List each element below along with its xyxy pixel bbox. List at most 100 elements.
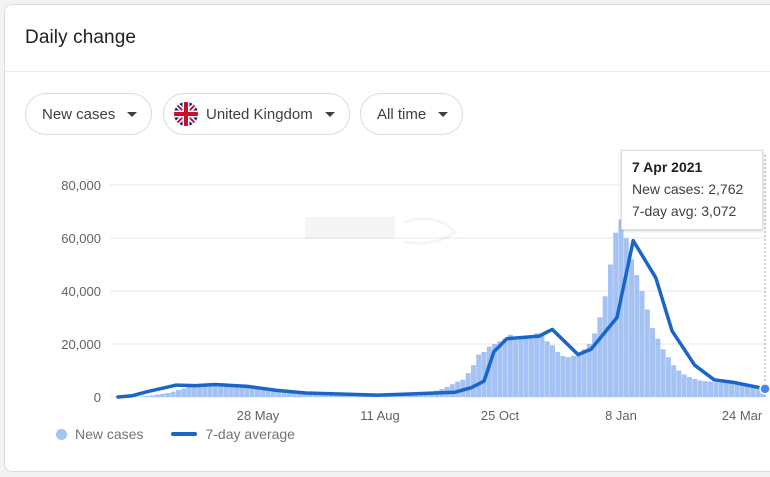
new-cases-bar <box>254 387 260 397</box>
new-cases-bar <box>497 341 503 397</box>
new-cases-bar <box>686 377 692 398</box>
new-cases-bar <box>465 373 471 397</box>
new-cases-bar <box>702 381 708 397</box>
new-cases-bar <box>718 382 724 397</box>
new-cases-bar <box>692 378 698 397</box>
chart-legend: New cases 7-day average <box>56 426 295 442</box>
location-dropdown[interactable]: United Kingdom <box>163 93 350 135</box>
new-cases-bar <box>650 328 656 397</box>
new-cases-bar <box>170 391 176 397</box>
new-cases-bar <box>312 393 318 397</box>
new-cases-bar <box>534 333 540 397</box>
caret-down-icon <box>127 111 138 117</box>
new-cases-bar <box>602 296 608 397</box>
daily-change-chart[interactable]: 0 20,000 40,000 60,000 80,000 28 May 11 Aug 25 … <box>0 140 770 440</box>
tooltip-avg: 7-day avg: 3,072 <box>632 203 737 219</box>
legend-line-label: 7-day average <box>205 426 295 442</box>
new-cases-bar <box>181 388 187 397</box>
new-cases-bar <box>581 349 587 397</box>
x-tick-label: 25 Oct <box>481 408 520 423</box>
new-cases-bar <box>560 355 566 397</box>
y-tick-label: 80,000 <box>61 178 101 193</box>
new-cases-bar <box>713 382 719 397</box>
card-title: Daily change <box>25 27 137 48</box>
new-cases-bar <box>665 357 671 397</box>
new-cases-bar <box>750 387 756 397</box>
new-cases-bar <box>218 384 224 397</box>
new-cases-bar <box>734 383 740 397</box>
new-cases-bar <box>528 338 534 397</box>
caret-down-icon <box>438 111 449 117</box>
new-cases-bar <box>154 394 160 397</box>
range-dropdown-label: All time <box>377 105 427 123</box>
new-cases-bar <box>607 264 613 397</box>
new-cases-bar <box>507 334 513 397</box>
new-cases-bar <box>486 346 492 397</box>
new-cases-bar <box>165 393 171 397</box>
new-cases-bar <box>597 317 603 397</box>
new-cases-bar <box>207 385 213 397</box>
legend-line-swatch <box>171 432 198 436</box>
new-cases-bar <box>544 341 550 397</box>
new-cases-bar <box>676 370 682 397</box>
new-cases-bar <box>555 351 561 397</box>
seven-day-average-line <box>116 238 768 399</box>
new-cases-bar <box>265 389 271 397</box>
new-cases-bar <box>639 291 645 397</box>
new-cases-bar <box>613 232 619 397</box>
new-cases-bar <box>144 395 150 397</box>
new-cases-bar <box>281 390 287 397</box>
new-cases-bar <box>586 344 592 397</box>
title-divider <box>5 71 770 72</box>
new-cases-bar <box>592 333 598 397</box>
x-tick-label: 8 Jan <box>605 408 637 423</box>
new-cases-bar <box>160 393 166 397</box>
x-tick-label: 24 Mar <box>722 408 763 423</box>
new-cases-bar <box>249 386 255 397</box>
new-cases-bar <box>755 389 761 397</box>
new-cases-bar <box>470 365 476 397</box>
new-cases-bar <box>302 392 308 397</box>
new-cases-bar <box>270 389 276 397</box>
metric-dropdown[interactable]: New cases <box>25 93 153 135</box>
new-cases-bar <box>655 338 661 397</box>
new-cases-bar <box>634 275 640 397</box>
new-cases-bar <box>576 353 582 397</box>
hover-tooltip: 7 Apr 2021 New cases: 2,762 7-day avg: 3… <box>621 150 763 230</box>
new-cases-bar <box>197 385 202 397</box>
new-cases-bar <box>502 338 508 397</box>
new-cases-bar <box>539 334 545 397</box>
new-cases-bar <box>565 357 571 397</box>
new-cases-bar <box>513 340 519 397</box>
x-tick-label: 28 May <box>237 408 280 423</box>
x-tick-label: 11 Aug <box>360 408 400 423</box>
new-cases-bar <box>723 382 729 397</box>
tooltip-new-cases: New cases: 2,762 <box>632 181 744 197</box>
y-tick-label: 0 <box>94 390 101 405</box>
new-cases-bar <box>492 344 498 397</box>
new-cases-bar <box>629 259 634 397</box>
legend-bars-label: New cases <box>75 426 144 442</box>
new-cases-bar <box>739 384 745 397</box>
new-cases-bar <box>571 355 577 397</box>
new-cases-bar <box>286 391 292 397</box>
new-cases-bar <box>228 384 234 397</box>
new-cases-bar <box>233 385 239 397</box>
new-cases-bar <box>518 337 524 398</box>
uk-flag-icon <box>174 102 198 126</box>
new-cases-bar <box>244 386 250 397</box>
new-cases-bar <box>186 386 192 397</box>
metric-dropdown-label: New cases <box>42 105 116 123</box>
new-cases-bar <box>307 393 313 397</box>
new-cases-bar <box>618 219 624 397</box>
new-cases-bar <box>744 386 750 397</box>
tooltip-date: 7 Apr 2021 <box>632 159 703 175</box>
new-cases-bar <box>239 385 245 397</box>
new-cases-bar <box>149 395 155 397</box>
new-cases-bar <box>644 309 650 397</box>
new-cases-bar <box>297 392 303 397</box>
range-dropdown[interactable]: All time <box>360 93 464 135</box>
new-cases-bar <box>476 354 482 397</box>
new-cases-bar <box>291 391 297 397</box>
new-cases-bar <box>276 390 282 398</box>
